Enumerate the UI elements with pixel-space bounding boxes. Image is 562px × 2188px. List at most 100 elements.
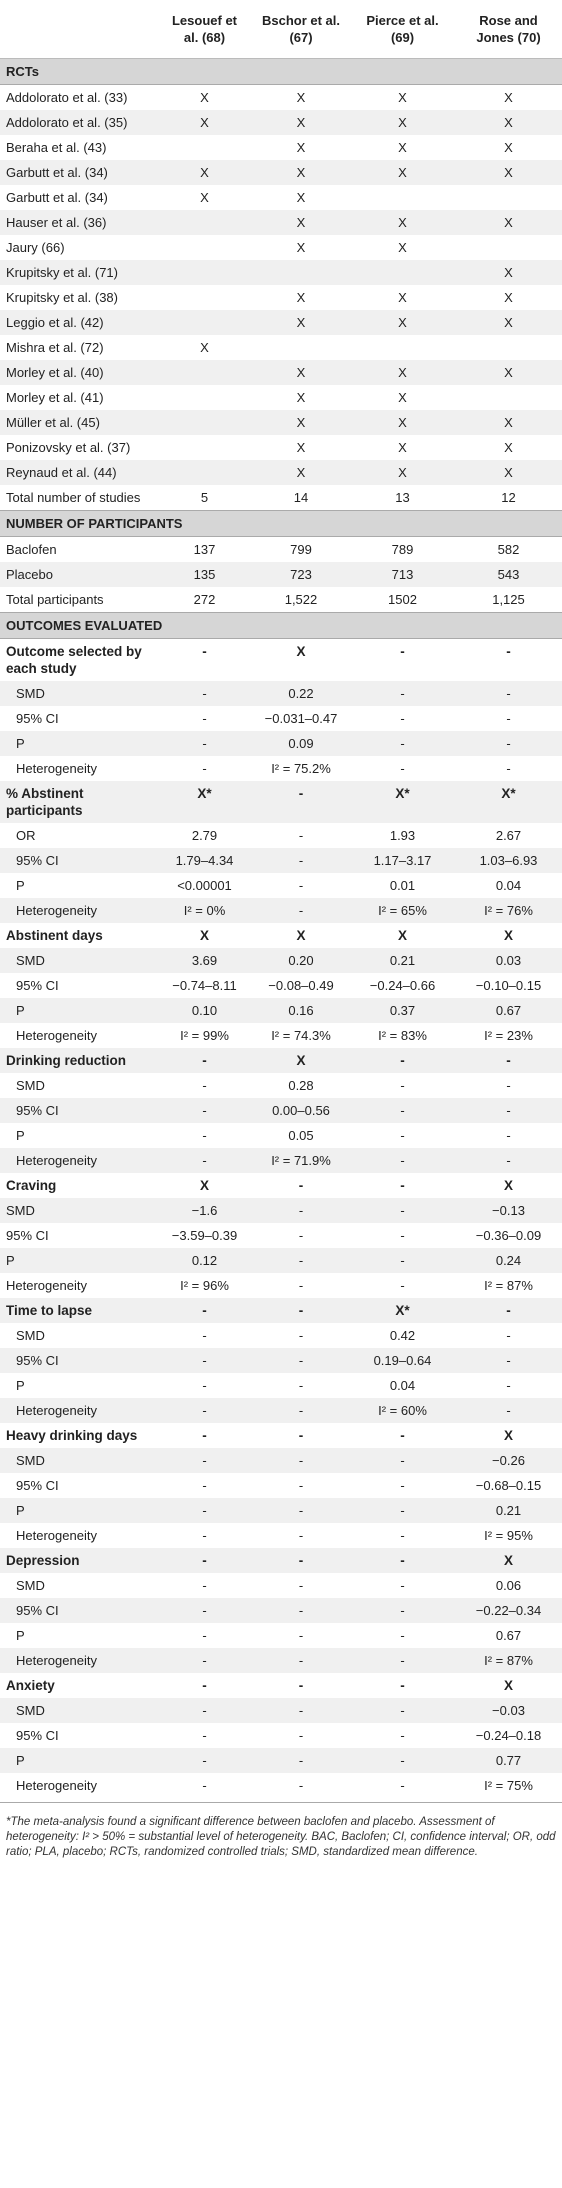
row-label: Müller et al. (45) xyxy=(0,410,157,435)
cell: - xyxy=(252,1598,350,1623)
table-body: RCTs Addolorato et al. (33) X X X X Addolorato… xyxy=(0,58,562,1799)
cell: I² = 87% xyxy=(455,1648,562,1673)
cell: X xyxy=(503,928,513,943)
cell: 713 xyxy=(350,562,455,587)
cell xyxy=(157,460,252,485)
table-row: Heterogeneity - I² = 71.9% - - xyxy=(0,1148,562,1173)
cell: X xyxy=(455,310,562,335)
row-label: Total participants xyxy=(6,592,104,607)
cell: - xyxy=(252,1748,350,1773)
cell: 14 xyxy=(293,490,309,505)
table-row: Reynaud et al. (44) X X X xyxy=(0,460,562,485)
table-row: P <0.00001 - 0.01 0.04 xyxy=(0,873,562,898)
table-row: P - 0.05 - - xyxy=(0,1123,562,1148)
table-header: Lesouef et al. (68) Bschor et al. (67) Pie… xyxy=(0,0,562,59)
table-row: Heterogeneity - - I² = 60% - xyxy=(0,1398,562,1423)
cell: −0.031–0.47 xyxy=(264,711,338,726)
cell: X xyxy=(398,140,407,155)
row-label: P xyxy=(16,1128,25,1143)
cell: - xyxy=(350,1248,455,1273)
cell: X xyxy=(455,160,562,185)
cell: X xyxy=(252,460,350,485)
cell: 3.69 xyxy=(157,948,252,973)
cell: X xyxy=(350,210,455,235)
cell: X xyxy=(504,140,513,155)
cell: - xyxy=(455,731,562,756)
cell: 0.42 xyxy=(389,1328,416,1343)
cell xyxy=(350,185,455,210)
cell: X xyxy=(455,410,562,435)
cell: 0.05 xyxy=(288,1128,314,1143)
cell: X xyxy=(503,1178,513,1193)
cell: X xyxy=(296,90,306,105)
cell: X xyxy=(455,360,562,385)
cell: X xyxy=(199,1178,209,1193)
row-label: 95% CI xyxy=(6,1228,49,1243)
cell: - xyxy=(202,1378,207,1393)
table-row: SMD - - - 0.06 xyxy=(0,1573,562,1598)
cell: X xyxy=(350,410,455,435)
cell: X xyxy=(200,190,209,205)
cell xyxy=(157,210,252,235)
cell: X xyxy=(199,928,209,943)
cell: 0.04 xyxy=(495,878,522,893)
cell: - xyxy=(298,1428,304,1443)
cell: - xyxy=(252,848,350,873)
cell: - xyxy=(298,828,304,843)
cell: - xyxy=(400,1528,405,1543)
section-title: OUTCOMES EVALUATED xyxy=(0,612,562,639)
cell: 582 xyxy=(497,542,520,557)
row-label: Anxiety xyxy=(6,1678,55,1693)
table-row: Heterogeneity I² = 0% - I² = 65% I² = 76% xyxy=(0,898,562,923)
cell: - xyxy=(298,1328,304,1343)
cell: X xyxy=(398,240,407,255)
cell: - xyxy=(350,731,455,756)
cell xyxy=(157,235,252,260)
cell: X xyxy=(503,1678,513,1693)
cell: - xyxy=(298,1278,304,1293)
cell: - xyxy=(400,1178,405,1193)
cell: - xyxy=(350,1048,455,1073)
table-row: SMD - - - −0.26 xyxy=(0,1448,562,1473)
cell: I² = 0% xyxy=(157,898,252,923)
cell: - xyxy=(400,1778,405,1793)
cell: 137 xyxy=(193,542,216,557)
cell: - xyxy=(202,1128,207,1143)
row-label: P xyxy=(16,1378,25,1393)
table-row: Addolorato et al. (33) X X X X xyxy=(0,85,562,111)
table-row: 95% CI −3.59–0.39 - - −0.36–0.09 xyxy=(0,1223,562,1248)
cell xyxy=(157,435,252,460)
cell: −3.59–0.39 xyxy=(171,1228,238,1243)
cell: X xyxy=(296,390,306,405)
cell: - xyxy=(298,1778,304,1793)
table-row: 95% CI −0.74–8.11 −0.08–0.49 −0.24–0.66 −0.1… xyxy=(0,973,562,998)
cell: - xyxy=(400,1128,405,1143)
header-row: Lesouef et al. (68) Bschor et al. (67) Pie… xyxy=(0,0,562,59)
cell: - xyxy=(400,711,405,726)
cell xyxy=(252,335,350,360)
cell: - xyxy=(252,898,350,923)
cell: I² = 99% xyxy=(180,1028,229,1043)
cell: 1.03–6.93 xyxy=(455,848,562,873)
cell: - xyxy=(506,1328,511,1343)
table-row: SMD - 0.28 - - xyxy=(0,1073,562,1098)
table-row: Hauser et al. (36) X X X xyxy=(0,210,562,235)
cell: - xyxy=(157,1548,252,1573)
cell: - xyxy=(298,1528,304,1543)
section-title: NUMBER OF PARTICIPANTS xyxy=(0,510,562,537)
cell: X xyxy=(296,140,306,155)
cell: X xyxy=(503,1428,513,1443)
cell: - xyxy=(252,781,350,823)
cell: - xyxy=(455,1048,562,1073)
row-label: Heterogeneity xyxy=(6,1278,87,1293)
cell: X xyxy=(350,110,455,135)
cell: <0.00001 xyxy=(177,878,232,893)
cell xyxy=(455,335,562,360)
cell: 2.79 xyxy=(191,828,218,843)
cell: 0.77 xyxy=(455,1748,562,1773)
row-label: Jaury (66) xyxy=(6,240,65,255)
table-row: Krupitsky et al. (71) X xyxy=(0,260,562,285)
cell: X xyxy=(296,928,306,943)
cell xyxy=(157,310,252,335)
cell: −0.36–0.09 xyxy=(475,1228,542,1243)
